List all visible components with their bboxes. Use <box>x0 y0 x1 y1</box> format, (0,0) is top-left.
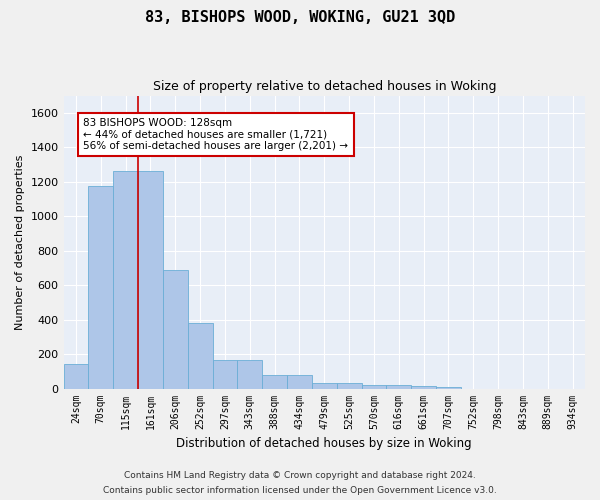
Bar <box>337 382 362 388</box>
Bar <box>212 360 238 388</box>
Bar <box>262 375 287 388</box>
Bar <box>312 382 337 388</box>
Bar <box>386 385 411 388</box>
Bar <box>64 364 88 388</box>
Bar <box>287 375 312 388</box>
Text: 83 BISHOPS WOOD: 128sqm
← 44% of detached houses are smaller (1,721)
56% of semi: 83 BISHOPS WOOD: 128sqm ← 44% of detache… <box>83 118 349 151</box>
Bar <box>436 387 461 388</box>
Bar <box>238 360 262 388</box>
Bar <box>362 385 386 388</box>
Title: Size of property relative to detached houses in Woking: Size of property relative to detached ho… <box>152 80 496 93</box>
Y-axis label: Number of detached properties: Number of detached properties <box>15 154 25 330</box>
Bar <box>188 323 212 388</box>
Bar <box>88 186 113 388</box>
Bar <box>163 270 188 388</box>
Text: Contains HM Land Registry data © Crown copyright and database right 2024.: Contains HM Land Registry data © Crown c… <box>124 471 476 480</box>
X-axis label: Distribution of detached houses by size in Woking: Distribution of detached houses by size … <box>176 437 472 450</box>
Bar <box>113 170 138 388</box>
Bar <box>138 170 163 388</box>
Text: Contains public sector information licensed under the Open Government Licence v3: Contains public sector information licen… <box>103 486 497 495</box>
Text: 83, BISHOPS WOOD, WOKING, GU21 3QD: 83, BISHOPS WOOD, WOKING, GU21 3QD <box>145 10 455 25</box>
Bar <box>411 386 436 388</box>
